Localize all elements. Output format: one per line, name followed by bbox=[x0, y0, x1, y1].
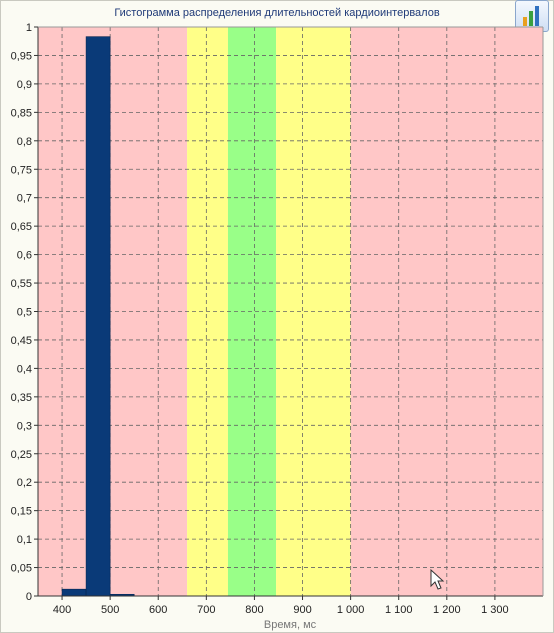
mouse-cursor-icon bbox=[430, 568, 445, 590]
x-tick-label-2: 600 bbox=[149, 604, 167, 616]
y-tick-label-18: 0,9 bbox=[17, 79, 32, 91]
y-tick-label-0: 0 bbox=[26, 591, 32, 603]
y-tick-label-19: 0,95 bbox=[11, 50, 32, 62]
y-tick-label-13: 0,65 bbox=[11, 221, 32, 233]
x-tick-label-8: 1 200 bbox=[433, 604, 461, 616]
y-tick-label-3: 0,15 bbox=[11, 506, 32, 518]
y-tick-label-10: 0,5 bbox=[17, 307, 32, 319]
y-tick-label-14: 0,7 bbox=[17, 193, 32, 205]
y-tick-label-7: 0,35 bbox=[11, 392, 32, 404]
x-tick-label-3: 700 bbox=[197, 604, 215, 616]
y-tick-label-8: 0,4 bbox=[17, 363, 32, 375]
histogram-bar-1 bbox=[85, 36, 111, 597]
x-tick-label-7: 1 100 bbox=[385, 604, 413, 616]
x-tick-label-0: 400 bbox=[53, 604, 71, 616]
x-tick-label-1: 500 bbox=[101, 604, 119, 616]
y-tick-label-11: 0,55 bbox=[11, 278, 32, 290]
y-tick-label-5: 0,25 bbox=[11, 449, 32, 461]
chart-title: Гистограмма распределения длительностей … bbox=[114, 7, 440, 19]
x-tick-label-5: 900 bbox=[293, 604, 311, 616]
y-tick-label-1: 0,05 bbox=[11, 563, 32, 575]
y-tick-label-9: 0,45 bbox=[11, 335, 32, 347]
y-tick-label-6: 0,3 bbox=[17, 420, 32, 432]
y-tick-label-15: 0,75 bbox=[11, 164, 32, 176]
y-tick-label-4: 0,2 bbox=[17, 477, 32, 489]
y-tick-label-16: 0,8 bbox=[17, 136, 32, 148]
y-tick-label-20: 1 bbox=[26, 22, 32, 34]
x-tick-label-4: 800 bbox=[245, 604, 263, 616]
y-tick-label-17: 0,85 bbox=[11, 107, 32, 119]
x-tick-label-9: 1 300 bbox=[481, 604, 509, 616]
x-tick-label-6: 1 000 bbox=[337, 604, 365, 616]
y-tick-label-12: 0,6 bbox=[17, 250, 32, 262]
histogram-bar-0 bbox=[61, 588, 87, 597]
x-axis-label: Время, мс bbox=[264, 619, 317, 631]
y-tick-label-2: 0,1 bbox=[17, 534, 32, 546]
